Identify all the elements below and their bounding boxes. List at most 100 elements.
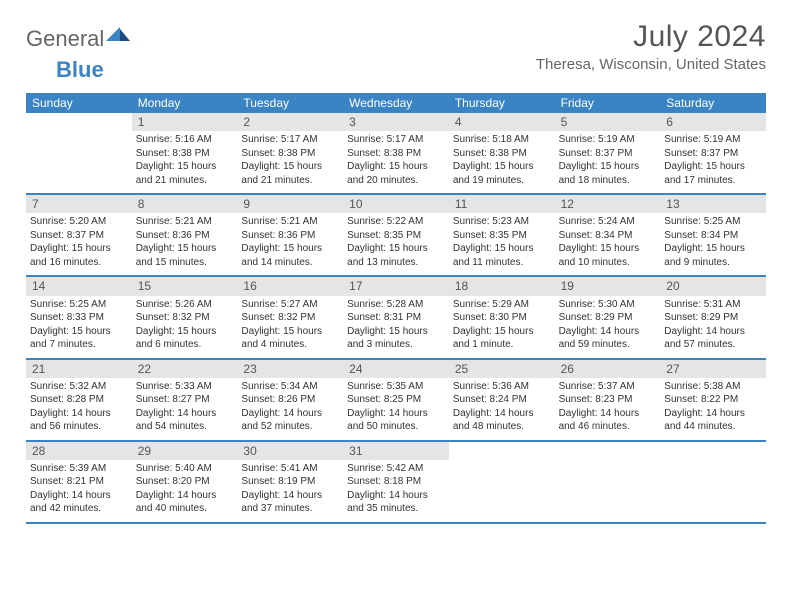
day-sunset: Sunset: 8:27 PM [136,393,234,407]
day-number: 23 [237,360,343,378]
weekday-header-row: SundayMondayTuesdayWednesdayThursdayFrid… [26,93,766,113]
week-row: 14Sunrise: 5:25 AMSunset: 8:33 PMDayligh… [26,277,766,359]
day-sunrise: Sunrise: 5:21 AM [136,215,234,229]
day-daylight: Daylight: 14 hours and 59 minutes. [559,325,657,352]
day-cell: 27Sunrise: 5:38 AMSunset: 8:22 PMDayligh… [660,360,766,440]
day-cell: 11Sunrise: 5:23 AMSunset: 8:35 PMDayligh… [449,195,555,275]
day-empty [449,442,555,522]
weekday-saturday: Saturday [660,93,766,113]
day-number: 24 [343,360,449,378]
day-sunset: Sunset: 8:29 PM [664,311,762,325]
day-daylight: Daylight: 15 hours and 20 minutes. [347,160,445,187]
day-number: 30 [237,442,343,460]
day-sunset: Sunset: 8:18 PM [347,475,445,489]
day-sunrise: Sunrise: 5:23 AM [453,215,551,229]
day-sunset: Sunset: 8:31 PM [347,311,445,325]
day-sunrise: Sunrise: 5:24 AM [559,215,657,229]
day-daylight: Daylight: 14 hours and 37 minutes. [241,489,339,516]
day-sunset: Sunset: 8:22 PM [664,393,762,407]
brand-triangle-icon [106,25,130,41]
day-number: 1 [132,113,238,131]
day-daylight: Daylight: 14 hours and 44 minutes. [664,407,762,434]
day-sunset: Sunset: 8:35 PM [347,229,445,243]
day-number: 29 [132,442,238,460]
day-sunset: Sunset: 8:33 PM [30,311,128,325]
day-number: 26 [555,360,661,378]
day-cell: 26Sunrise: 5:37 AMSunset: 8:23 PMDayligh… [555,360,661,440]
day-number: 31 [343,442,449,460]
day-sunrise: Sunrise: 5:19 AM [664,133,762,147]
day-number [660,442,766,459]
day-sunset: Sunset: 8:30 PM [453,311,551,325]
day-sunset: Sunset: 8:26 PM [241,393,339,407]
brand-part1: General [26,26,104,52]
day-number: 2 [237,113,343,131]
location: Theresa, Wisconsin, United States [536,56,766,73]
day-number: 21 [26,360,132,378]
day-sunset: Sunset: 8:20 PM [136,475,234,489]
day-sunset: Sunset: 8:34 PM [559,229,657,243]
day-cell: 10Sunrise: 5:22 AMSunset: 8:35 PMDayligh… [343,195,449,275]
day-sunrise: Sunrise: 5:40 AM [136,462,234,476]
day-number [555,442,661,459]
day-sunrise: Sunrise: 5:29 AM [453,298,551,312]
day-sunrise: Sunrise: 5:38 AM [664,380,762,394]
day-daylight: Daylight: 15 hours and 1 minute. [453,325,551,352]
day-sunrise: Sunrise: 5:41 AM [241,462,339,476]
brand-logo: General [26,26,130,52]
week-row: 21Sunrise: 5:32 AMSunset: 8:28 PMDayligh… [26,360,766,442]
day-daylight: Daylight: 14 hours and 40 minutes. [136,489,234,516]
day-sunrise: Sunrise: 5:35 AM [347,380,445,394]
day-number: 20 [660,277,766,295]
day-number: 13 [660,195,766,213]
day-cell: 9Sunrise: 5:21 AMSunset: 8:36 PMDaylight… [237,195,343,275]
day-sunrise: Sunrise: 5:30 AM [559,298,657,312]
day-sunrise: Sunrise: 5:18 AM [453,133,551,147]
day-sunset: Sunset: 8:38 PM [453,147,551,161]
day-cell: 5Sunrise: 5:19 AMSunset: 8:37 PMDaylight… [555,113,661,193]
day-number [449,442,555,459]
day-daylight: Daylight: 15 hours and 6 minutes. [136,325,234,352]
day-cell: 22Sunrise: 5:33 AMSunset: 8:27 PMDayligh… [132,360,238,440]
day-cell: 15Sunrise: 5:26 AMSunset: 8:32 PMDayligh… [132,277,238,357]
weeks-grid: 1 Sunrise: 5:16 AM Sunset: 8:38 PM Daylight… [26,113,766,524]
day-daylight: Daylight: 14 hours and 56 minutes. [30,407,128,434]
day-cell: 8Sunrise: 5:21 AMSunset: 8:36 PMDaylight… [132,195,238,275]
day-sunset: Sunset: 8:32 PM [241,311,339,325]
day-number: 10 [343,195,449,213]
day-sunset: Sunset: 8:36 PM [241,229,339,243]
day-cell: 17Sunrise: 5:28 AMSunset: 8:31 PMDayligh… [343,277,449,357]
day-daylight: Daylight: 15 hours and 18 minutes. [559,160,657,187]
day-daylight: Daylight: 15 hours and 14 minutes. [241,242,339,269]
weekday-monday: Monday [132,93,238,113]
day-number: 17 [343,277,449,295]
day-daylight: Daylight: 15 hours and 13 minutes. [347,242,445,269]
day-number: 22 [132,360,238,378]
day-sunrise: Sunrise: 5:42 AM [347,462,445,476]
day-cell: 14Sunrise: 5:25 AMSunset: 8:33 PMDayligh… [26,277,132,357]
day-sunrise: Sunrise: 5:19 AM [559,133,657,147]
day-cell: 30Sunrise: 5:41 AMSunset: 8:19 PMDayligh… [237,442,343,522]
day-number: 15 [132,277,238,295]
day-sunset: Sunset: 8:23 PM [559,393,657,407]
day-sunrise: Sunrise: 5:34 AM [241,380,339,394]
day-sunrise: Sunrise: 5:16 AM [136,133,234,147]
title-block: July 2024 Theresa, Wisconsin, United Sta… [536,20,766,73]
day-cell: 2Sunrise: 5:17 AMSunset: 8:38 PMDaylight… [237,113,343,193]
day-number: 25 [449,360,555,378]
day-number: 11 [449,195,555,213]
day-number: 14 [26,277,132,295]
day-sunrise: Sunrise: 5:32 AM [30,380,128,394]
day-cell: 1Sunrise: 5:16 AMSunset: 8:38 PMDaylight… [132,113,238,193]
day-sunset: Sunset: 8:28 PM [30,393,128,407]
day-sunrise: Sunrise: 5:17 AM [241,133,339,147]
day-sunset: Sunset: 8:25 PM [347,393,445,407]
day-sunrise: Sunrise: 5:37 AM [559,380,657,394]
day-number: 8 [132,195,238,213]
day-cell: 23Sunrise: 5:34 AMSunset: 8:26 PMDayligh… [237,360,343,440]
day-sunset: Sunset: 8:24 PM [453,393,551,407]
day-cell: 12Sunrise: 5:24 AMSunset: 8:34 PMDayligh… [555,195,661,275]
day-number: 7 [26,195,132,213]
day-daylight: Daylight: 15 hours and 3 minutes. [347,325,445,352]
day-daylight: Daylight: 14 hours and 50 minutes. [347,407,445,434]
